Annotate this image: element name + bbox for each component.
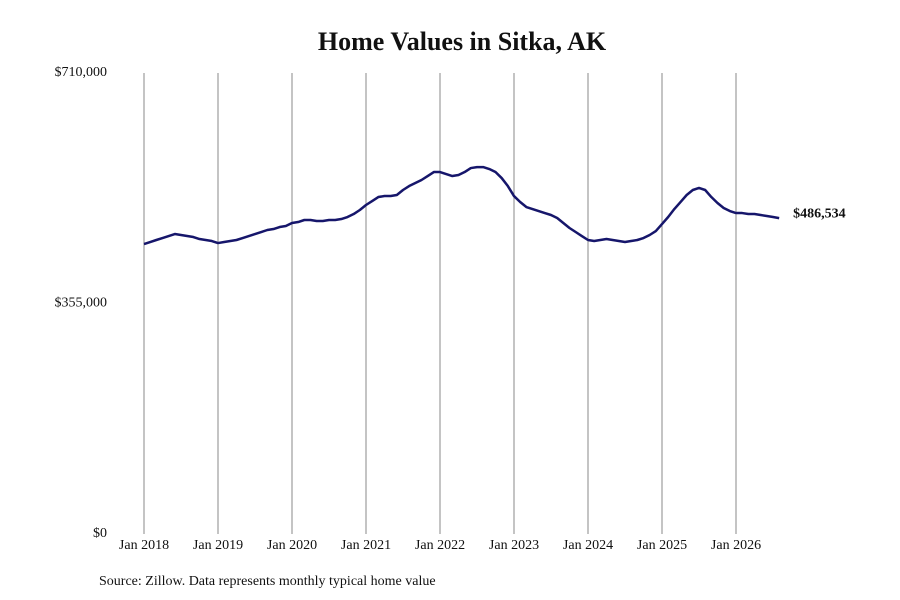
x-tick-label: Jan 2021 (341, 538, 391, 553)
source-note: Source: Zillow. Data represents monthly … (99, 574, 436, 589)
chart-title: Home Values in Sitka, AK (318, 27, 607, 56)
y-tick-label: $355,000 (55, 296, 108, 311)
x-tick-label: Jan 2018 (119, 538, 169, 553)
y-tick-label: $0 (93, 526, 107, 541)
x-tick-label: Jan 2026 (711, 538, 761, 553)
x-tick-label: Jan 2019 (193, 538, 243, 553)
x-tick-label: Jan 2022 (415, 538, 465, 553)
x-tick-label: Jan 2023 (489, 538, 539, 553)
x-tick-label: Jan 2020 (267, 538, 317, 553)
x-tick-label: Jan 2024 (563, 538, 613, 553)
series-line (143, 165, 780, 246)
end-value-label: $486,534 (793, 206, 846, 221)
x-tick-label: Jan 2025 (637, 538, 687, 553)
y-tick-label: $710,000 (55, 65, 108, 80)
